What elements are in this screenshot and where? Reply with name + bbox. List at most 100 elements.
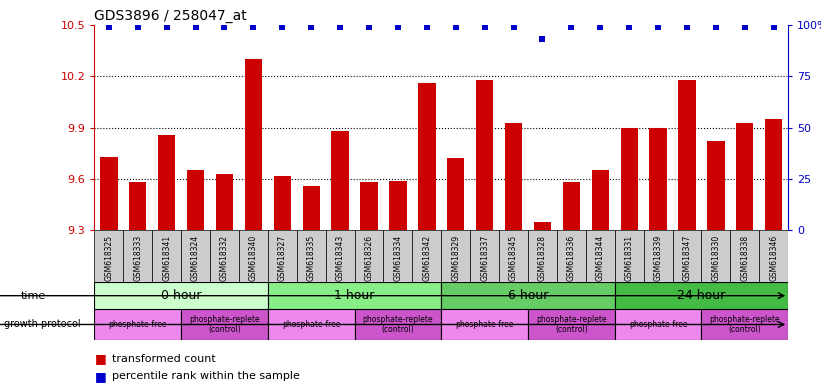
Text: percentile rank within the sample: percentile rank within the sample	[112, 371, 300, 381]
Bar	[592, 170, 609, 230]
Text: time: time	[21, 291, 46, 301]
Bar	[239, 230, 268, 282]
Bar	[672, 230, 701, 282]
Point	[305, 24, 318, 30]
Text: GSM618329: GSM618329	[452, 235, 461, 281]
Bar	[296, 230, 326, 282]
Bar	[615, 309, 701, 340]
Point	[420, 24, 433, 30]
Text: GDS3896 / 258047_at: GDS3896 / 258047_at	[94, 8, 247, 23]
Text: 24 hour: 24 hour	[677, 289, 726, 302]
Bar	[360, 182, 378, 230]
Bar	[129, 182, 146, 230]
Point	[594, 24, 607, 30]
Bar	[615, 230, 644, 282]
Text: GSM618330: GSM618330	[711, 235, 720, 281]
Bar	[442, 282, 615, 309]
Bar	[326, 230, 355, 282]
Text: GSM618341: GSM618341	[163, 235, 172, 281]
Bar	[621, 127, 638, 230]
Bar	[765, 119, 782, 230]
Text: GSM618327: GSM618327	[277, 235, 287, 281]
Text: GSM618338: GSM618338	[741, 235, 750, 281]
Bar	[268, 230, 296, 282]
Text: GSM618331: GSM618331	[625, 235, 634, 281]
Text: phosphate-free: phosphate-free	[456, 320, 514, 329]
Bar	[678, 80, 695, 230]
Point	[681, 24, 694, 30]
Bar	[94, 282, 268, 309]
Point	[333, 24, 346, 30]
Bar	[470, 230, 499, 282]
Bar	[707, 141, 725, 230]
Text: GSM618324: GSM618324	[191, 235, 200, 281]
Point	[767, 24, 780, 30]
Text: 1 hour: 1 hour	[334, 289, 374, 302]
Bar	[447, 159, 465, 230]
Text: GSM618335: GSM618335	[307, 235, 316, 281]
Bar	[644, 230, 672, 282]
Text: GSM618326: GSM618326	[365, 235, 374, 281]
Bar	[759, 230, 788, 282]
Bar	[418, 83, 435, 230]
Bar	[94, 230, 123, 282]
Bar	[181, 309, 268, 340]
Text: 0 hour: 0 hour	[161, 289, 201, 302]
Point	[507, 24, 521, 30]
Point	[449, 24, 462, 30]
Point	[218, 24, 231, 30]
Text: growth protocol: growth protocol	[4, 319, 80, 329]
Text: GSM618343: GSM618343	[336, 235, 345, 281]
Bar	[268, 282, 442, 309]
Text: phosphate-replete
(control): phosphate-replete (control)	[363, 315, 433, 334]
Text: GSM618346: GSM618346	[769, 235, 778, 281]
Point	[652, 24, 665, 30]
Bar	[649, 127, 667, 230]
Bar	[181, 230, 210, 282]
Text: GSM618334: GSM618334	[393, 235, 402, 281]
Bar	[562, 182, 580, 230]
Bar	[94, 309, 181, 340]
Bar	[476, 80, 493, 230]
Bar	[303, 186, 320, 230]
Bar	[557, 230, 586, 282]
Point	[478, 24, 491, 30]
Bar	[701, 230, 731, 282]
Text: GSM618337: GSM618337	[480, 235, 489, 281]
Point	[362, 24, 375, 30]
Bar	[586, 230, 615, 282]
Text: GSM618328: GSM618328	[538, 235, 547, 281]
Bar	[499, 230, 528, 282]
Text: GSM618347: GSM618347	[682, 235, 691, 281]
Bar	[355, 309, 442, 340]
Text: transformed count: transformed count	[112, 354, 216, 364]
Text: GSM618336: GSM618336	[566, 235, 576, 281]
Point	[131, 24, 144, 30]
Text: ■: ■	[94, 370, 106, 383]
Bar	[528, 309, 615, 340]
Point	[622, 24, 635, 30]
Bar	[210, 230, 239, 282]
Bar	[442, 230, 470, 282]
Point	[247, 24, 260, 30]
Bar	[187, 170, 204, 230]
Point	[536, 36, 549, 42]
Point	[565, 24, 578, 30]
Point	[709, 24, 722, 30]
Bar	[442, 309, 528, 340]
Bar	[736, 122, 754, 230]
Text: GSM618332: GSM618332	[220, 235, 229, 281]
Text: 6 hour: 6 hour	[508, 289, 548, 302]
Bar	[123, 230, 152, 282]
Point	[189, 24, 202, 30]
Bar	[412, 230, 442, 282]
Bar	[615, 282, 788, 309]
Text: GSM618333: GSM618333	[133, 235, 142, 281]
Bar	[355, 230, 383, 282]
Point	[392, 24, 405, 30]
Bar	[216, 174, 233, 230]
Text: GSM618345: GSM618345	[509, 235, 518, 281]
Text: phosphate-replete
(control): phosphate-replete (control)	[709, 315, 780, 334]
Bar	[534, 222, 551, 230]
Point	[103, 24, 116, 30]
